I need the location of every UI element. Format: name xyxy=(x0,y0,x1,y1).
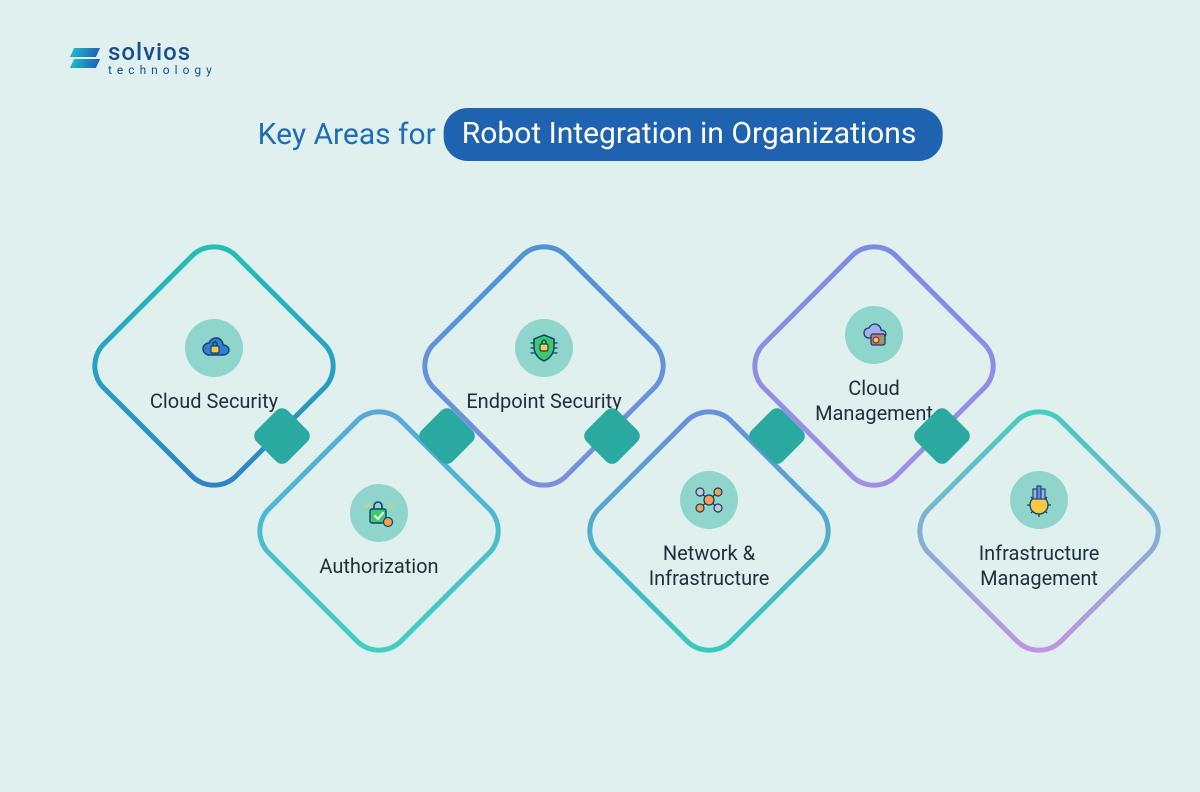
diamond-content: Authorization xyxy=(288,440,470,622)
network-nodes-icon xyxy=(680,471,738,529)
auth-lock-icon xyxy=(350,484,408,542)
shield-chip-icon xyxy=(515,319,573,377)
diamond-label: Authorization xyxy=(319,554,438,579)
cloud-lock-icon xyxy=(185,319,243,377)
diamond-content: Network & Infrastructure xyxy=(618,440,800,622)
diamond-label: Cloud Security xyxy=(150,389,278,414)
infra-gear-icon xyxy=(1010,471,1068,529)
diamond-label: Network & Infrastructure xyxy=(628,541,790,591)
diamond-label: Endpoint Security xyxy=(466,389,621,414)
diamond-content: Infrastructure Management xyxy=(948,440,1130,622)
diamond-chain-diagram: Cloud Security Authorization Endpoint Secu… xyxy=(0,0,1200,792)
cloud-gear-icon xyxy=(845,306,903,364)
diamond-label: Infrastructure Management xyxy=(958,541,1120,591)
